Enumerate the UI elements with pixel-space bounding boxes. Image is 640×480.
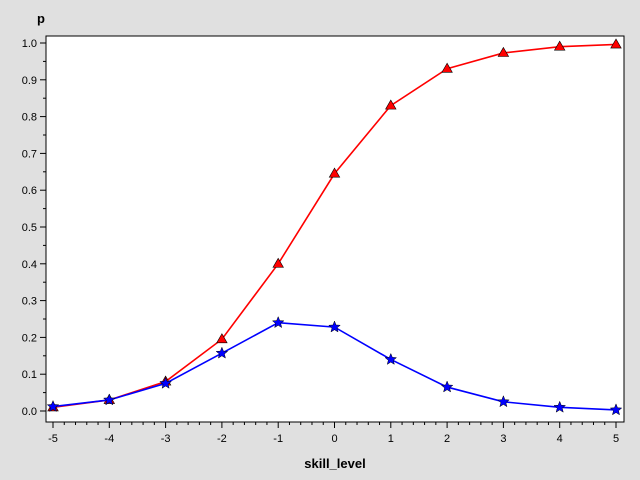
x-axis-title: skill_level <box>304 456 365 471</box>
series-layer <box>46 38 623 416</box>
x-tick-label: -1 <box>273 433 283 445</box>
y-tick-label: 0.7 <box>22 148 37 160</box>
x-tick-label: -4 <box>104 433 114 445</box>
data-point <box>441 62 453 73</box>
data-point <box>272 257 284 268</box>
y-tick-label: 0.9 <box>22 75 37 87</box>
x-axis: -5 -4 -3 -2 -1 0 1 2 3 4 5 <box>48 422 619 445</box>
y-axis: 0.0 0.1 0.2 0.3 0.4 0.5 0.6 0.7 0.8 0.9 1.0 <box>22 38 46 418</box>
x-tick-label: 2 <box>444 433 450 445</box>
data-point <box>102 393 116 406</box>
x-tick-label: 3 <box>500 433 506 445</box>
x-tick-label: 5 <box>613 433 619 445</box>
y-tick-label: 0.0 <box>22 406 37 418</box>
data-point <box>328 167 341 178</box>
y-tick-label: 0.3 <box>22 296 37 308</box>
data-point <box>609 403 623 416</box>
data-point <box>384 352 398 365</box>
y-tick-label: 0.1 <box>22 369 37 381</box>
data-point <box>497 46 510 57</box>
y-tick-label: 1.0 <box>22 38 37 50</box>
x-tick-label: 4 <box>557 433 563 445</box>
x-tick-label: -5 <box>48 433 58 445</box>
x-tick-label: -2 <box>217 433 227 445</box>
data-point <box>553 400 567 413</box>
data-point <box>271 315 285 329</box>
data-point <box>215 346 229 359</box>
data-point <box>497 395 510 408</box>
x-tick-label: 0 <box>331 433 337 445</box>
series-0 <box>47 38 622 412</box>
series-1 <box>46 315 623 416</box>
y-tick-label: 0.6 <box>22 185 37 197</box>
y-tick-label: 0.5 <box>22 222 37 234</box>
data-point <box>440 380 454 393</box>
data-point <box>610 38 622 49</box>
plot-area <box>45 35 625 423</box>
data-point <box>328 320 341 333</box>
y-axis-title: p <box>37 11 45 26</box>
data-point <box>216 333 228 344</box>
y-tick-label: 0.8 <box>22 112 37 124</box>
x-tick-label: -3 <box>161 433 171 445</box>
data-point <box>159 376 172 389</box>
data-point <box>385 99 397 110</box>
x-tick-label: 1 <box>388 433 394 445</box>
data-point <box>46 399 60 412</box>
y-tick-label: 0.2 <box>22 332 37 344</box>
data-point <box>553 40 566 51</box>
y-tick-label: 0.4 <box>22 259 37 271</box>
